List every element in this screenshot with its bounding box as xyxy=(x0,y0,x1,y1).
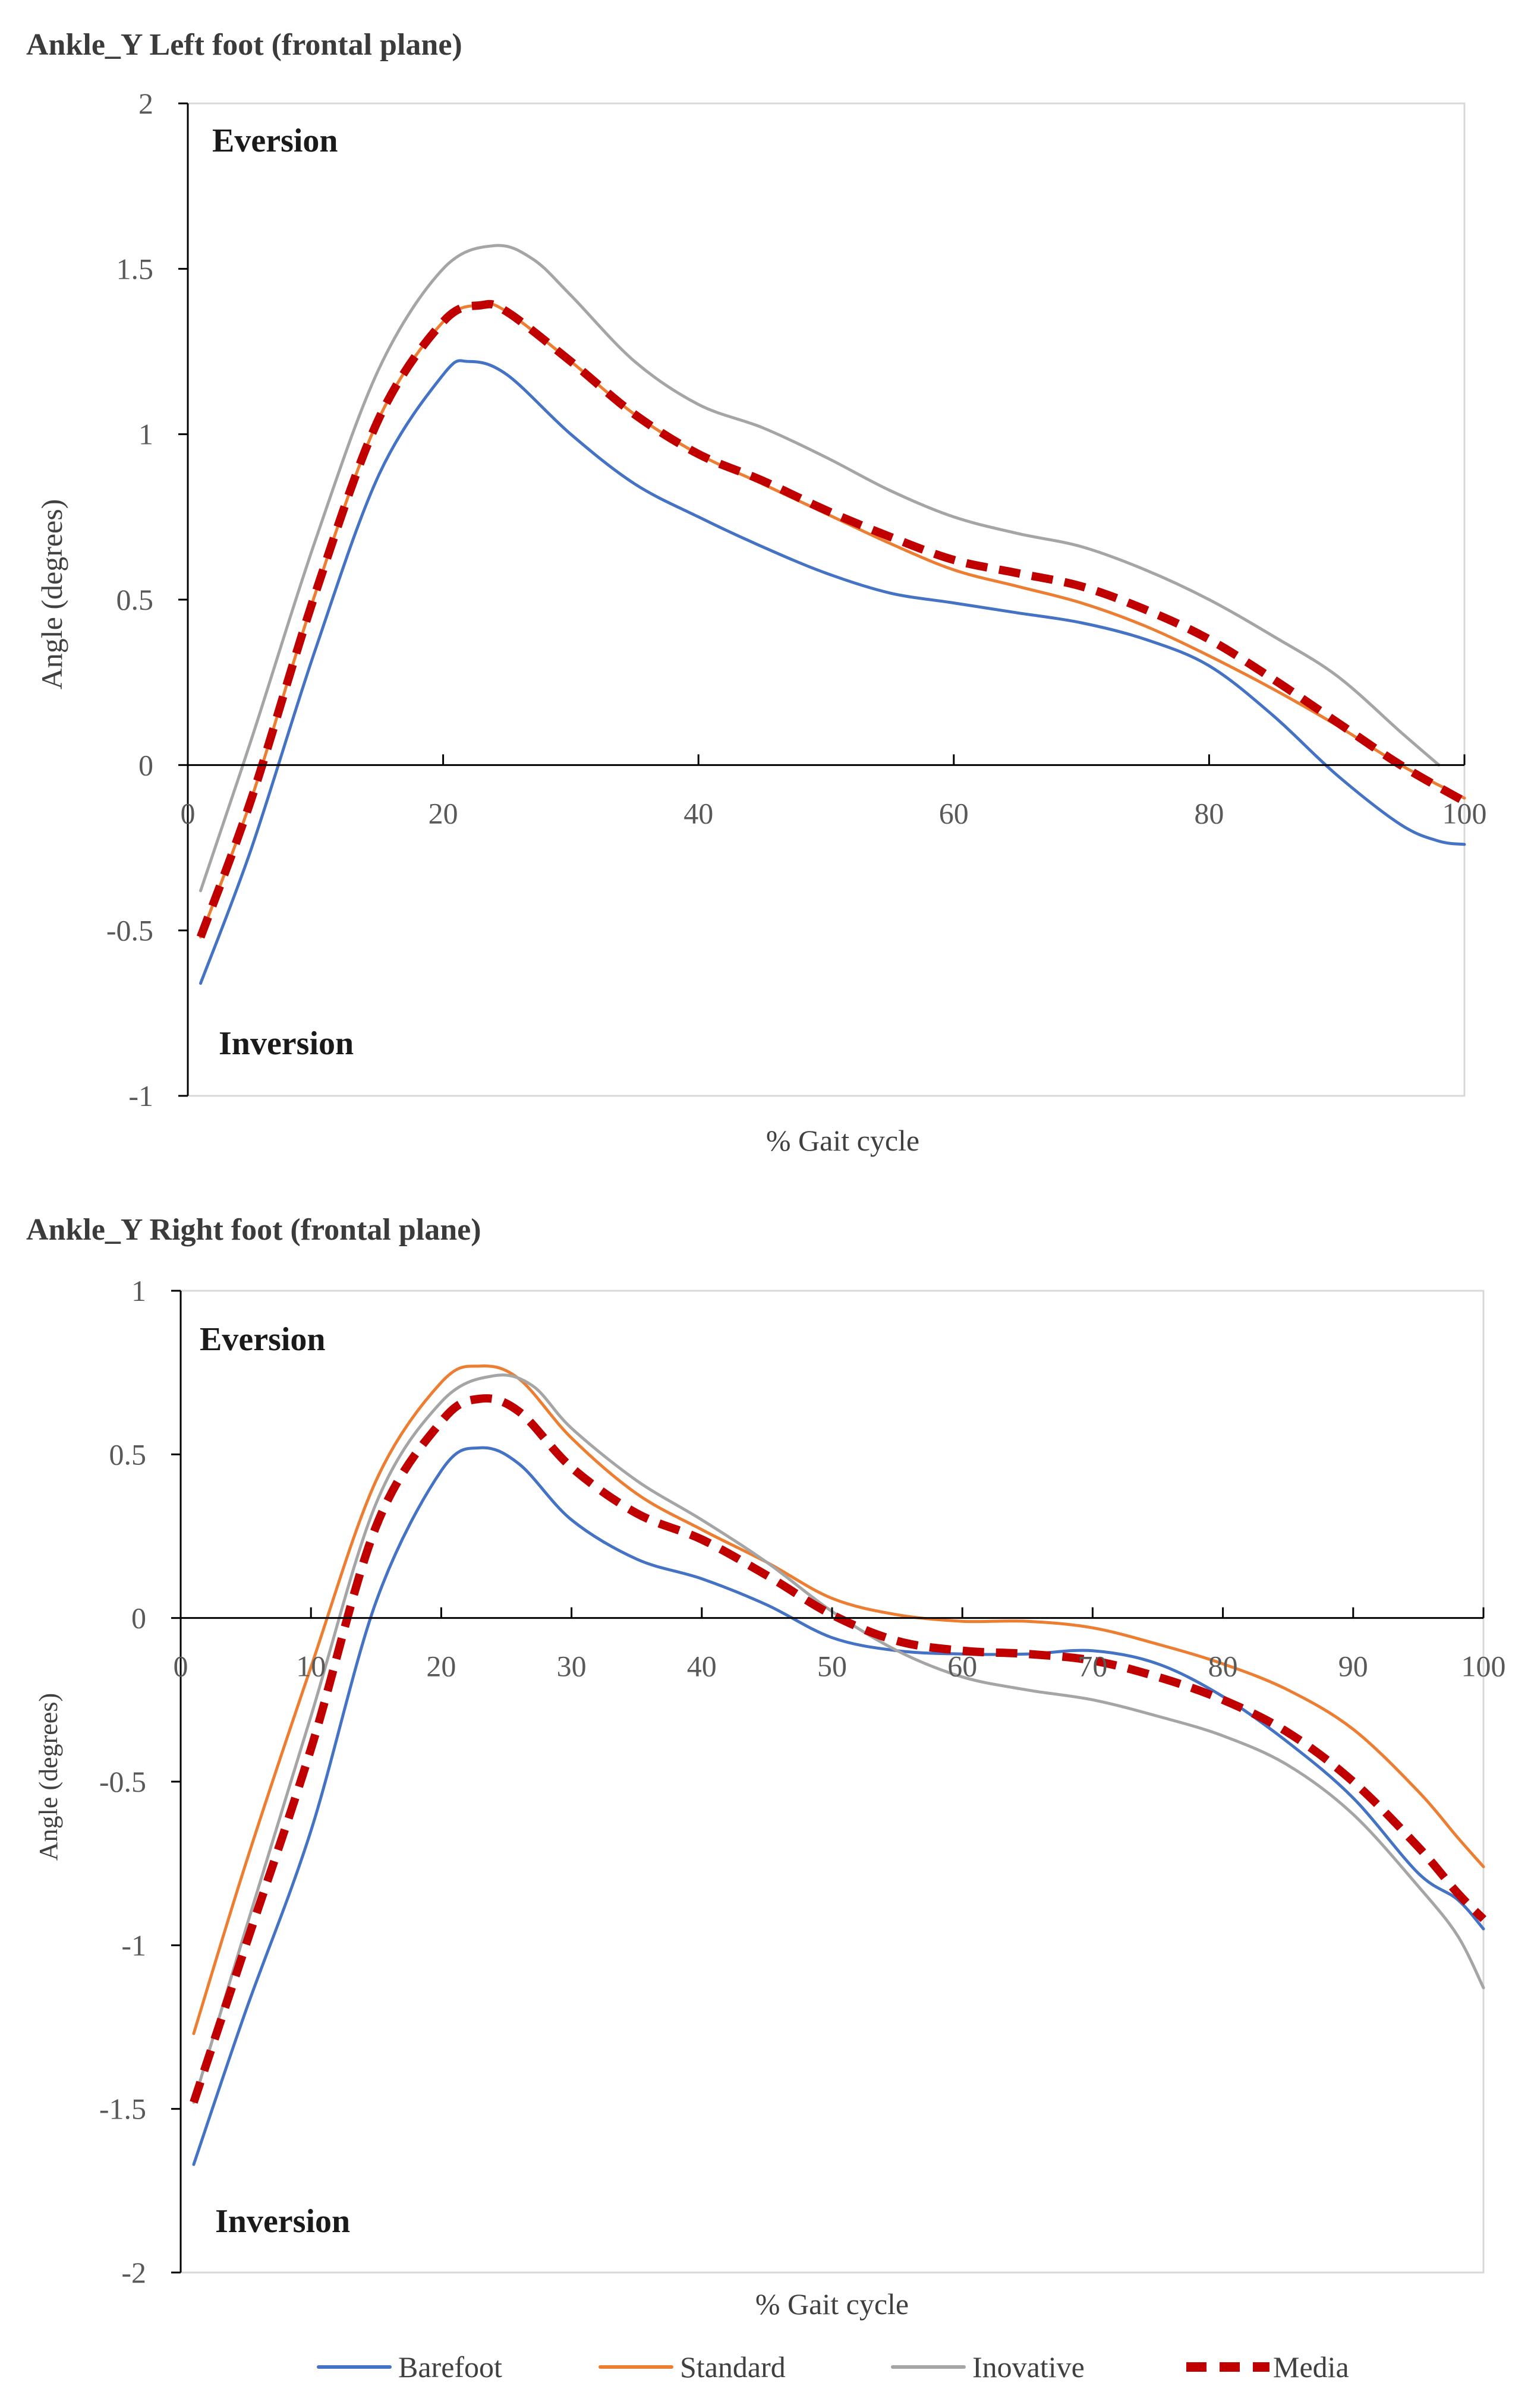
y-tick-label: 2 xyxy=(138,87,153,120)
x-tick-label: 100 xyxy=(1461,1650,1506,1683)
axis-layer: 1 0.5 0 -0.5 -1 -1.5 -2 0 10 20 30 40 50 60 70 80 90 100 xyxy=(99,1274,1506,2289)
x-tick-label: 80 xyxy=(1194,796,1224,830)
series-line-standard xyxy=(192,1364,1485,2035)
series-line-media xyxy=(190,1394,1486,2104)
x-tick-label: 30 xyxy=(557,1650,587,1683)
left-foot-chart: Ankle_Y Left foot (frontal plane) 21.510… xyxy=(26,28,1487,1157)
annotation-inversion: Inversion xyxy=(219,1025,354,1062)
y-tick-label: 0.5 xyxy=(116,583,154,616)
legend-item-standard: Standard xyxy=(598,2350,786,2384)
x-tick-label: 80 xyxy=(1208,1650,1238,1683)
legend-label-inovative: Inovative xyxy=(972,2350,1085,2384)
series-line-inovative xyxy=(199,244,1441,893)
x-tick-label: 90 xyxy=(1338,1650,1368,1683)
y-tick-label: 0.5 xyxy=(109,1438,147,1471)
series-line-barefoot xyxy=(199,359,1466,985)
x-tick-label: 0 xyxy=(181,796,196,830)
y-axis-title: Angle (degrees) xyxy=(35,499,68,690)
x-tick-label: 40 xyxy=(683,796,713,830)
legend-item-barefoot: Barefoot xyxy=(317,2350,502,2384)
x-axis-title: % Gait cycle xyxy=(755,2287,909,2321)
y-tick-label: 1 xyxy=(131,1274,146,1307)
annotation-eversion: Eversion xyxy=(200,1321,326,1358)
series-line-media xyxy=(196,300,1467,939)
chart-title: Ankle_Y Left foot (frontal plane) xyxy=(26,28,462,62)
legend-label-barefoot: Barefoot xyxy=(398,2350,502,2384)
x-tick-label: 70 xyxy=(1078,1650,1107,1683)
y-tick-label: -0.5 xyxy=(106,914,153,947)
x-tick-label: 20 xyxy=(426,1650,456,1683)
x-tick-label: 0 xyxy=(174,1650,188,1683)
y-tick-label: 0 xyxy=(131,1602,146,1635)
chart-title: Ankle_Y Right foot (frontal plane) xyxy=(26,1213,481,1247)
axis-layer: 2 1.5 1 0.5 0 -0.5 -1 0 20 40 60 80 100 xyxy=(106,87,1487,1112)
y-tick-label: -1 xyxy=(121,1928,146,1962)
legend-item-media: Media xyxy=(1186,2350,1349,2384)
plot-area-border xyxy=(187,102,1466,1097)
series-layer xyxy=(190,1364,1486,2166)
legend-label-media: Media xyxy=(1273,2350,1349,2384)
series-layer xyxy=(196,244,1467,985)
series-line-barefoot xyxy=(192,1446,1485,2166)
plot-area-border xyxy=(179,1290,1485,2274)
y-tick-label: -1 xyxy=(128,1079,153,1112)
y-tick-label: -2 xyxy=(121,2256,146,2289)
x-axis-title: % Gait cycle xyxy=(766,1124,919,1157)
y-tick-label: -0.5 xyxy=(99,1765,146,1798)
legend-label-standard: Standard xyxy=(680,2350,786,2384)
x-tick-label: 50 xyxy=(817,1650,847,1683)
legend: Barefoot Standard Inovative Media xyxy=(317,2350,1349,2384)
x-tick-label: 60 xyxy=(939,796,969,830)
legend-item-inovative: Inovative xyxy=(891,2350,1085,2384)
y-axis-title: Angle (degrees) xyxy=(34,1693,63,1861)
y-tick-label: 1 xyxy=(138,418,153,451)
annotation-eversion: Eversion xyxy=(212,122,338,159)
y-tick-label: 0 xyxy=(138,748,153,781)
y-tick-label: 1.5 xyxy=(116,252,154,285)
x-tick-label: 100 xyxy=(1442,796,1487,830)
x-tick-label: 10 xyxy=(296,1650,326,1683)
y-tick-label: -1.5 xyxy=(99,2092,146,2126)
x-tick-label: 60 xyxy=(947,1650,977,1683)
right-foot-chart: Ankle_Y Right foot (frontal plane) 1 0.5 0… xyxy=(26,1213,1506,2321)
annotation-inversion: Inversion xyxy=(215,2203,350,2240)
x-tick-label: 20 xyxy=(429,796,458,830)
series-line-inovative xyxy=(192,1373,1485,2104)
x-tick-label: 40 xyxy=(687,1650,717,1683)
